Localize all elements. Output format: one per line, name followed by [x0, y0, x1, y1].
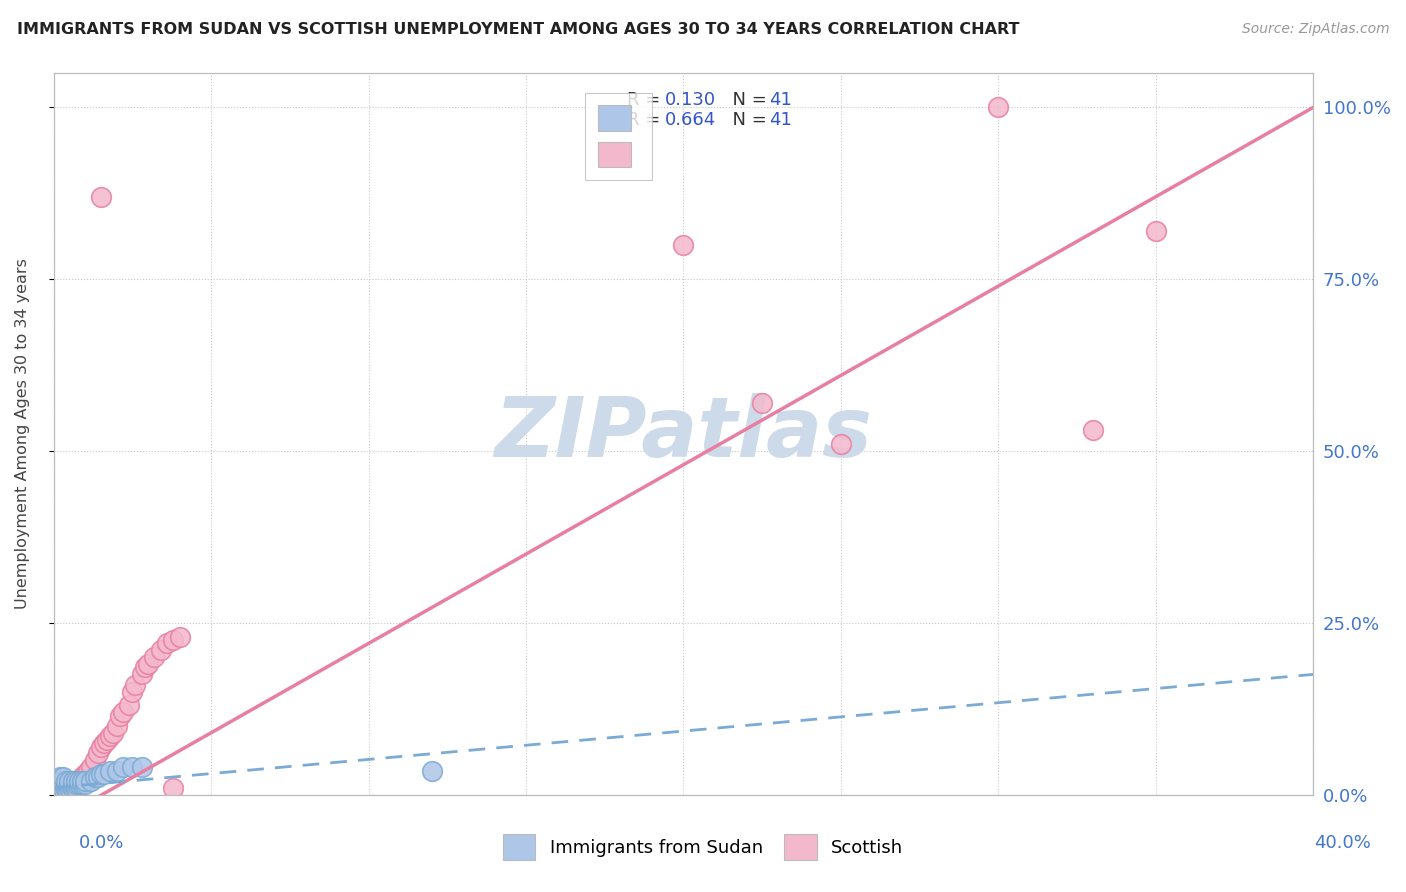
Point [49, 780, 72, 795]
Point [45, 780, 67, 795]
Point [149, 643, 172, 657]
Point [49, 771, 72, 785]
Point [156, 636, 179, 650]
Point [62, 773, 84, 788]
Point [75, 773, 97, 788]
Text: Source: ZipAtlas.com: Source: ZipAtlas.com [1241, 22, 1389, 37]
Point [1144, 224, 1167, 238]
Legend: Immigrants from Sudan, Scottish: Immigrants from Sudan, Scottish [495, 827, 911, 867]
Point [90, 767, 112, 781]
Point [98, 729, 121, 743]
Point [58, 773, 80, 788]
Text: ZIPatlas: ZIPatlas [495, 393, 872, 475]
Point [751, 396, 773, 410]
Point [45, 777, 67, 791]
Legend: , : , [585, 93, 652, 180]
Point [75, 777, 97, 791]
Point [143, 650, 166, 665]
Point [58, 780, 80, 795]
Point [62, 777, 84, 791]
Point [44, 780, 66, 795]
Text: N =: N = [721, 91, 773, 109]
Point [55, 777, 77, 791]
Point [118, 698, 141, 713]
Point [90, 190, 112, 204]
Text: 0.0%: 0.0% [79, 834, 124, 852]
Point [55, 773, 77, 788]
Point [987, 100, 1010, 114]
Point [96, 732, 118, 747]
Point [55, 777, 77, 791]
Point [105, 719, 128, 733]
Point [124, 678, 146, 692]
Point [65, 777, 87, 791]
Point [672, 237, 695, 252]
Point [80, 773, 103, 788]
Point [93, 736, 115, 750]
Point [98, 764, 121, 778]
Point [58, 775, 80, 789]
Point [105, 764, 128, 778]
Point [52, 773, 75, 788]
Point [131, 760, 153, 774]
Point [70, 773, 93, 788]
Point [67, 777, 90, 791]
Text: 41: 41 [769, 91, 792, 109]
Point [52, 771, 75, 785]
Y-axis label: Unemployment Among Ages 30 to 34 years: Unemployment Among Ages 30 to 34 years [15, 259, 30, 609]
Point [62, 773, 84, 788]
Text: 41: 41 [769, 111, 792, 128]
Text: IMMIGRANTS FROM SUDAN VS SCOTTISH UNEMPLOYMENT AMONG AGES 30 TO 34 YEARS CORRELA: IMMIGRANTS FROM SUDAN VS SCOTTISH UNEMPL… [17, 22, 1019, 37]
Point [420, 764, 443, 778]
Point [136, 657, 159, 671]
Point [65, 773, 87, 788]
Text: 40.0%: 40.0% [1315, 834, 1371, 852]
Point [86, 771, 108, 785]
Point [58, 777, 80, 791]
Point [62, 780, 84, 795]
Point [49, 780, 72, 794]
Point [65, 780, 87, 795]
Point [52, 777, 75, 791]
Point [131, 667, 153, 681]
Point [103, 726, 125, 740]
Point [1081, 423, 1104, 437]
Text: 0.130: 0.130 [665, 91, 716, 109]
Point [86, 747, 108, 761]
Point [65, 773, 87, 788]
Point [121, 760, 143, 774]
Text: R =: R = [627, 91, 666, 109]
Point [49, 777, 72, 791]
Point [162, 632, 184, 647]
Point [83, 753, 105, 767]
Point [52, 780, 75, 795]
Point [70, 771, 93, 785]
Point [77, 764, 100, 778]
Point [55, 780, 77, 795]
Text: R =: R = [627, 111, 666, 128]
Point [111, 760, 134, 774]
Point [45, 773, 67, 788]
Point [67, 772, 90, 787]
Point [67, 773, 90, 788]
Point [162, 780, 184, 795]
Point [830, 437, 852, 451]
Point [52, 777, 75, 791]
Text: 0.664: 0.664 [665, 111, 716, 128]
Point [70, 777, 93, 791]
Point [121, 684, 143, 698]
Point [93, 767, 115, 781]
Point [45, 780, 67, 795]
Point [134, 660, 156, 674]
Text: N =: N = [721, 111, 773, 128]
Point [75, 767, 97, 781]
Point [169, 630, 191, 644]
Point [108, 708, 131, 723]
Point [80, 760, 103, 774]
Point [83, 771, 105, 785]
Point [90, 739, 112, 754]
Point [49, 773, 72, 788]
Point [111, 705, 134, 719]
